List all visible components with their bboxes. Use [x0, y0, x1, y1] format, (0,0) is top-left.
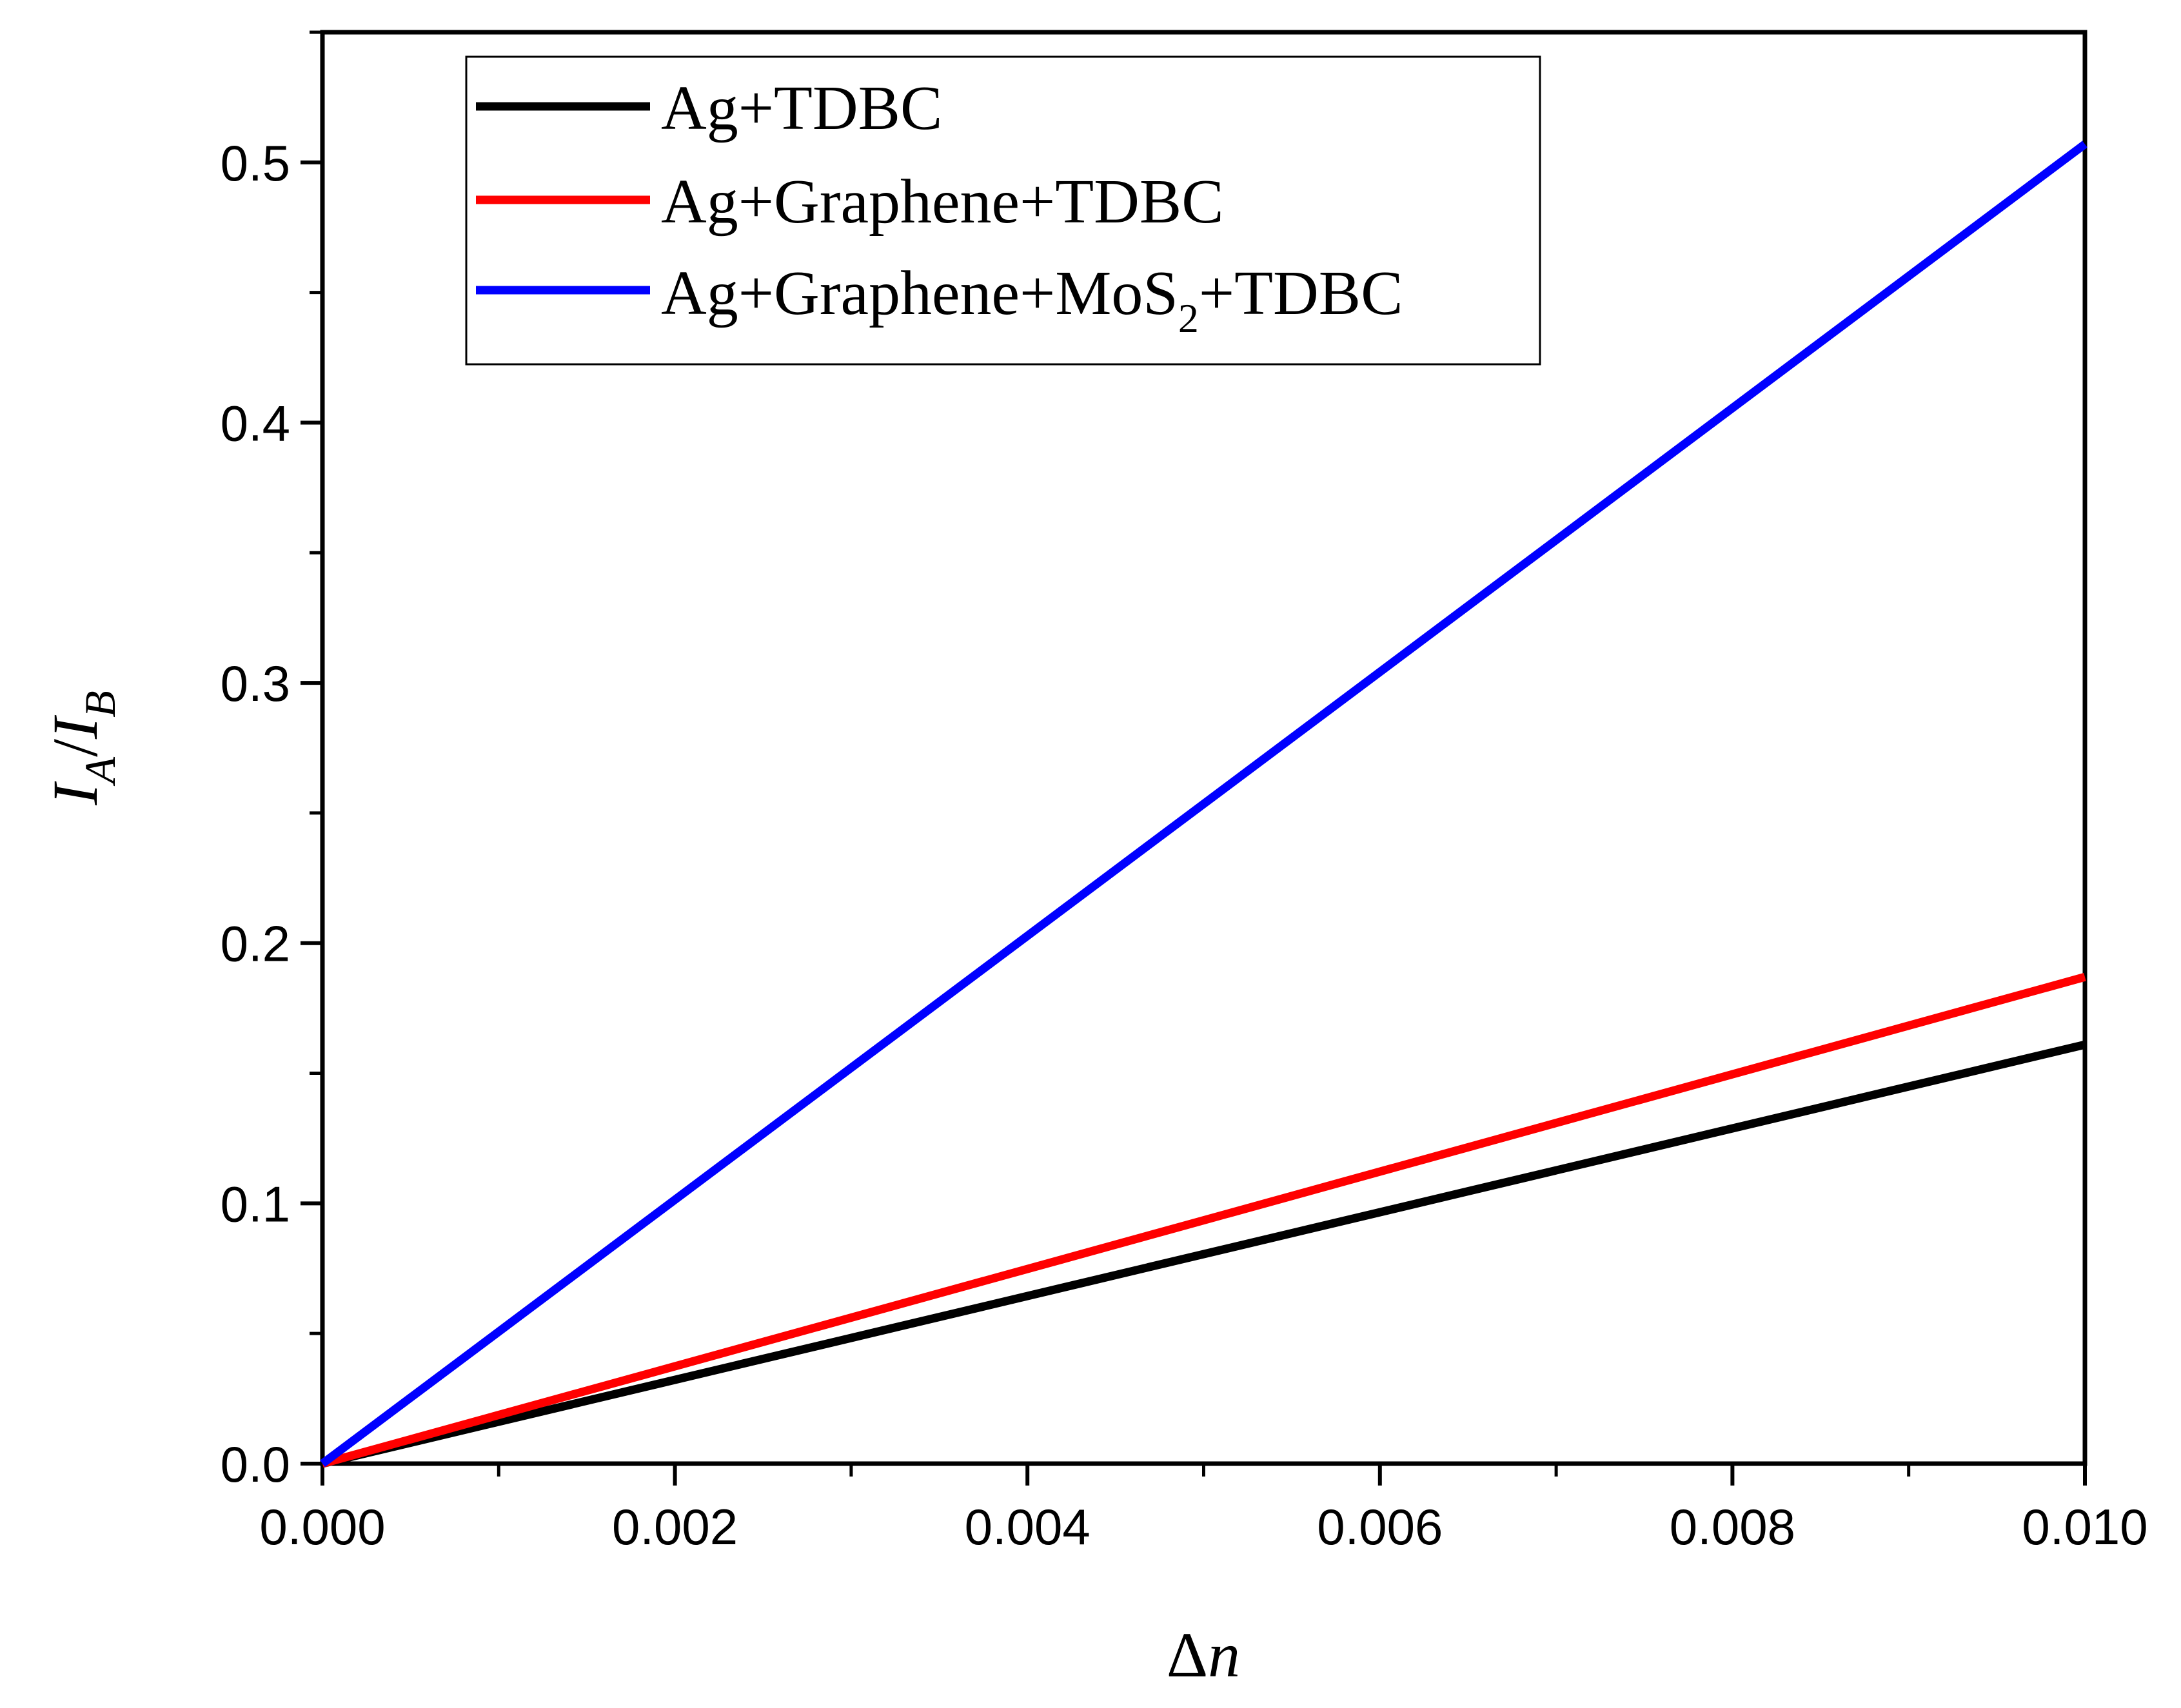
y-axis-title-sub-b: B: [75, 691, 124, 718]
legend-label-mos2-subscript: 2: [1178, 295, 1199, 341]
legend: Ag+TDBC Ag+Graphene+TDBC Ag+Graphene+MoS…: [465, 55, 1541, 366]
y-axis-title-i2: I: [39, 714, 111, 740]
y-tick-label: 0.0: [221, 1436, 290, 1493]
y-axis-title-sub-a: A: [75, 756, 124, 786]
x-tick-label: 0.002: [612, 1498, 738, 1555]
x-tick-label: 0.006: [1317, 1498, 1443, 1555]
x-axis-ticks: 0.000 0.002 0.004 0.006 0.008 0.010: [259, 1464, 2148, 1555]
y-tick-label: 0.1: [221, 1175, 290, 1232]
legend-label-ag-graphene-mos2-tdbc: Ag+Graphene+MoS2+TDBC: [661, 259, 1403, 341]
x-tick-label: 0.008: [1670, 1498, 1795, 1555]
x-tick-label: 0.004: [965, 1498, 1090, 1555]
legend-label-mos2-part2: +TDBC: [1199, 259, 1403, 328]
series-lines: [320, 141, 2087, 1468]
x-axis-title: Δn: [1167, 1619, 1240, 1691]
series-line-2: [320, 141, 2087, 1468]
y-axis-title-i1: I: [39, 781, 111, 806]
x-axis-title-variable: n: [1208, 1619, 1240, 1691]
legend-label-ag-graphene-tdbc: Ag+Graphene+TDBC: [661, 167, 1224, 237]
y-tick-label: 0.4: [221, 395, 290, 451]
series-line-1: [321, 972, 2086, 1468]
legend-label-ag-tdbc: Ag+TDBC: [661, 74, 942, 143]
y-tick-label: 0.3: [221, 655, 290, 712]
x-axis-title-delta: Δ: [1167, 1619, 1208, 1691]
y-axis-title-slash: /: [39, 739, 111, 757]
x-tick-label: 0.000: [259, 1498, 385, 1555]
y-axis-ticks: 0.0 0.1 0.2 0.3 0.4 0.5: [221, 30, 322, 1493]
x-tick-label: 0.010: [2022, 1498, 2147, 1555]
legend-label-mos2-part1: Ag+Graphene+MoS: [661, 259, 1178, 328]
y-tick-label: 0.2: [221, 916, 290, 972]
y-tick-label: 0.5: [221, 135, 290, 191]
series-line-0: [321, 1040, 2086, 1468]
y-axis-title: IA/IB: [39, 691, 124, 806]
